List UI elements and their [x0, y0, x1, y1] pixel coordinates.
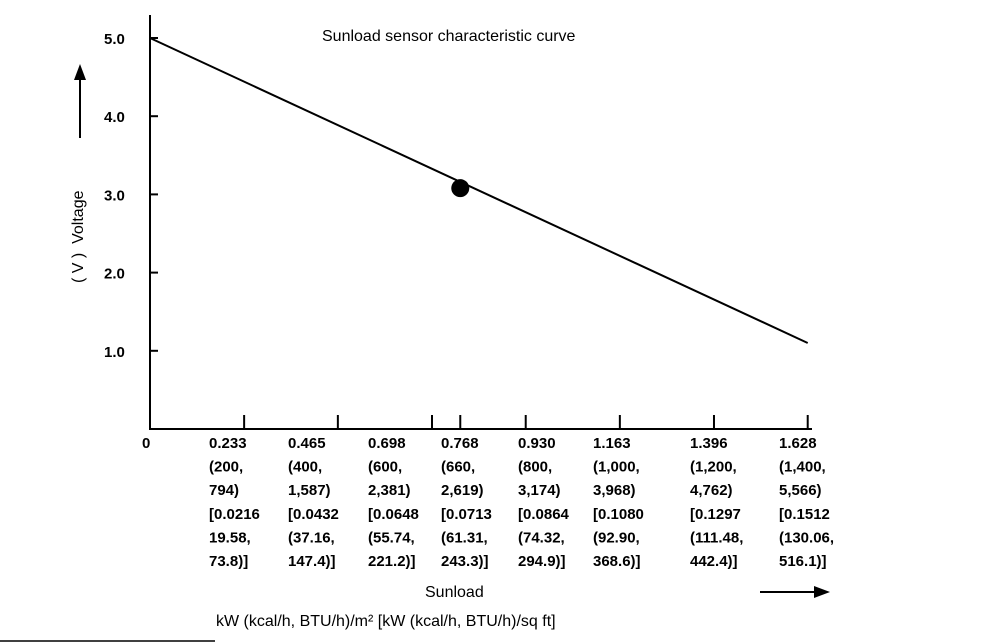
x-tick-label: 368.6)]	[593, 553, 641, 570]
chart-title: Sunload sensor characteristic curve	[322, 28, 576, 45]
x-tick-label: 3,174)	[518, 482, 561, 499]
x-tick-label: (1,200,	[690, 459, 737, 476]
x-tick-label: (1,400,	[779, 459, 826, 476]
x-tick-label: [0.1080	[593, 506, 644, 523]
x-tick-label: (800,	[518, 459, 552, 476]
x-tick-label: [0.0648	[368, 506, 419, 523]
x-tick-label: 1,587)	[288, 482, 331, 499]
x-tick-label: (37.16,	[288, 529, 335, 546]
x-tick-label: (111.48,	[690, 529, 743, 546]
y-axis-label: ( V ) Voltage	[70, 190, 87, 283]
x-tick-label: 19.58,	[209, 529, 251, 546]
x-tick-label: 516.1)]	[779, 553, 827, 570]
x-tick-label: 147.4)]	[288, 553, 336, 570]
x-tick-label: (92.90,	[593, 529, 640, 546]
y-tick-label: 1.0	[104, 344, 125, 361]
x-tick-label: (660,	[441, 459, 475, 476]
x-tick-label: [0.0864	[518, 506, 570, 523]
x-tick-label: 2,381)	[368, 482, 411, 499]
y-tick-label: 3.0	[104, 187, 125, 204]
x-tick-label: 243.3)]	[441, 553, 489, 570]
x-tick-label: [0.0713	[441, 506, 492, 523]
x-tick-label: (600,	[368, 459, 402, 476]
x-tick-label: (55.74,	[368, 529, 415, 546]
y-tick-label: 2.0	[104, 266, 125, 283]
y-tick-label: 5.0	[104, 31, 125, 48]
x-tick-label: 1.628	[779, 435, 817, 452]
x-tick-label: 3,968)	[593, 482, 636, 499]
x-tick-label: 1.396	[690, 435, 728, 452]
x-tick-label: 0.930	[518, 435, 556, 452]
x-tick-label: [0.1297	[690, 506, 741, 523]
x-tick-label: 221.2)]	[368, 553, 416, 570]
x-tick-label: [0.0432	[288, 506, 339, 523]
y-arrow-head	[74, 64, 86, 80]
x-tick-label: (1,000,	[593, 459, 640, 476]
series-line	[149, 37, 809, 344]
x-axis-units: kW (kcal/h, BTU/h)/m² [kW (kcal/h, BTU/h…	[216, 613, 556, 630]
data-point-marker	[451, 179, 470, 198]
x-tick-label: 794)	[209, 482, 239, 499]
x-axis-label: Sunload	[425, 584, 484, 601]
x-tick-label: 4,762)	[690, 482, 733, 499]
y-tick-label: 4.0	[104, 109, 125, 126]
x-tick-label: [0.1512	[779, 506, 830, 523]
x-tick-label: (400,	[288, 459, 322, 476]
x-origin-label: 0	[142, 435, 150, 452]
x-tick-label: 442.4)]	[690, 553, 738, 570]
x-tick-label: (74.32,	[518, 529, 565, 546]
x-tick-label: 0.465	[288, 435, 326, 452]
x-tick-label: (61.31,	[441, 529, 488, 546]
x-tick-label: 5,566)	[779, 482, 822, 499]
x-tick-label: [0.0216	[209, 506, 260, 523]
x-tick-label: 0.698	[368, 435, 406, 452]
x-tick-label: 1.163	[593, 435, 631, 452]
x-tick-label: 2,619)	[441, 482, 484, 499]
x-tick-label: 0.768	[441, 435, 479, 452]
x-tick-label: 0.233	[209, 435, 247, 452]
x-tick-label: 294.9)]	[518, 553, 566, 570]
x-arrow-head	[814, 586, 830, 598]
x-tick-label: (130.06,	[779, 529, 834, 546]
x-tick-label: (200,	[209, 459, 243, 476]
x-tick-label: 73.8)]	[209, 553, 248, 570]
